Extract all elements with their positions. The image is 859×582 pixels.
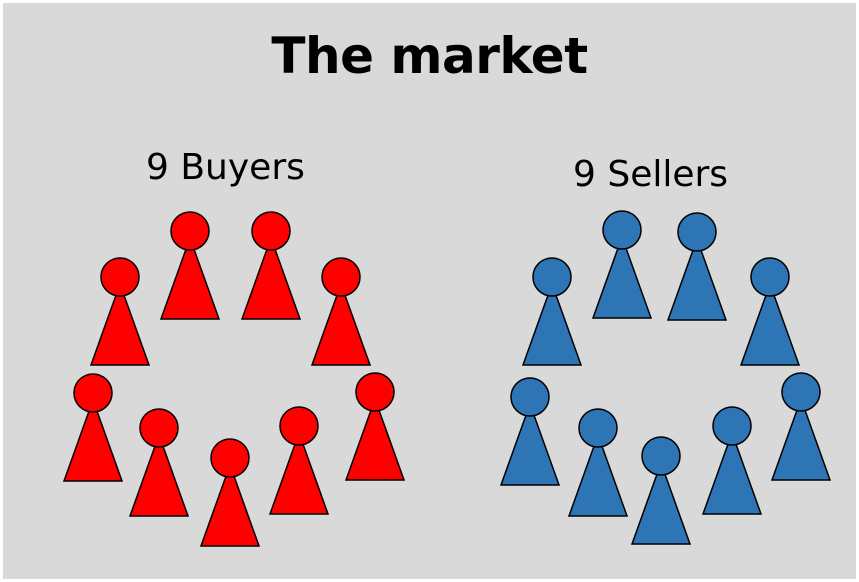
- seller-person-icon: [701, 406, 763, 515]
- person-head: [73, 373, 113, 413]
- person-head: [750, 257, 790, 297]
- buyer-person-icon: [159, 211, 221, 320]
- sellers-group: [499, 210, 832, 545]
- person-head: [251, 211, 291, 251]
- person-head: [321, 257, 361, 297]
- buyer-person-icon: [344, 372, 406, 481]
- person-head: [781, 372, 821, 412]
- person-head: [510, 377, 550, 417]
- person-head: [100, 257, 140, 297]
- seller-person-icon: [567, 408, 629, 517]
- person-body: [630, 460, 692, 545]
- slide-title: The market: [271, 27, 588, 85]
- person-body: [567, 432, 629, 517]
- buyer-person-icon: [240, 211, 302, 320]
- seller-person-icon: [630, 436, 692, 545]
- person-body: [591, 234, 653, 319]
- person-body: [62, 397, 124, 482]
- person-head: [712, 406, 752, 446]
- sellers-label: 9 Sellers: [573, 154, 729, 195]
- person-body: [128, 432, 190, 517]
- buyers-label: 9 Buyers: [146, 147, 305, 188]
- person-body: [199, 462, 261, 547]
- seller-person-icon: [739, 257, 801, 366]
- person-body: [310, 281, 372, 366]
- person-head: [578, 408, 618, 448]
- seller-person-icon: [499, 377, 561, 486]
- person-body: [499, 401, 561, 486]
- buyer-person-icon: [199, 438, 261, 547]
- buyer-person-icon: [62, 373, 124, 482]
- buyer-person-icon: [128, 408, 190, 517]
- buyer-person-icon: [89, 257, 151, 366]
- seller-person-icon: [591, 210, 653, 319]
- market-slide: The market 9 Buyers 9 Sellers: [3, 3, 856, 579]
- buyers-group: [62, 211, 406, 547]
- person-head: [355, 372, 395, 412]
- person-head: [602, 210, 642, 250]
- person-body: [159, 235, 221, 320]
- person-head: [170, 211, 210, 251]
- person-head: [641, 436, 681, 476]
- person-head: [677, 212, 717, 252]
- buyer-person-icon: [310, 257, 372, 366]
- person-body: [770, 396, 832, 481]
- buyer-person-icon: [268, 406, 330, 515]
- person-head: [279, 406, 319, 446]
- person-body: [701, 430, 763, 515]
- person-head: [139, 408, 179, 448]
- person-body: [666, 236, 728, 321]
- person-body: [739, 281, 801, 366]
- people-diagram: [62, 210, 832, 547]
- seller-person-icon: [770, 372, 832, 481]
- person-head: [210, 438, 250, 478]
- seller-person-icon: [666, 212, 728, 321]
- person-body: [344, 396, 406, 481]
- seller-person-icon: [521, 257, 583, 366]
- person-body: [89, 281, 151, 366]
- person-body: [268, 430, 330, 515]
- person-body: [521, 281, 583, 366]
- person-body: [240, 235, 302, 320]
- person-head: [532, 257, 572, 297]
